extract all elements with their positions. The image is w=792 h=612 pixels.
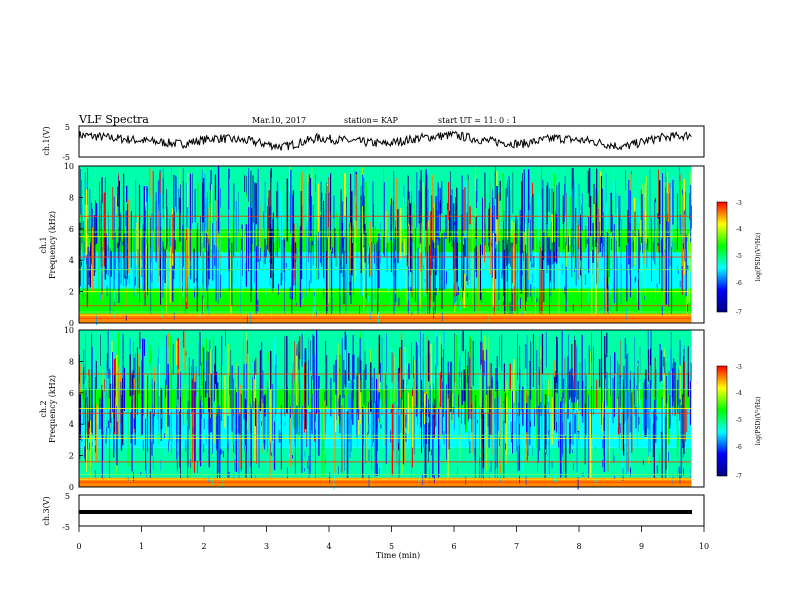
ch1-panel-frame — [78, 125, 705, 158]
ch2-spectrogram-frame — [78, 329, 705, 488]
ch2-spec-ytick-label: 6 — [69, 389, 74, 398]
ch2-spec-ylabel-freq: Frequency (kHz) — [48, 375, 57, 443]
ch1-spec-ytick-label: 10 — [64, 162, 74, 171]
x-tick-label: 9 — [639, 542, 644, 551]
spectral-band — [79, 447, 692, 478]
cb1-tick-4: -6 — [736, 280, 742, 287]
cb1-tick-2: -4 — [736, 226, 742, 233]
time-axis: 0 1 2 3 4 5 6 7 8 9 10 — [76, 526, 709, 551]
ch1-spec-ylabel: ch.1 — [39, 236, 48, 253]
ch1-waveform — [78, 130, 692, 151]
ch1-spec-ytick-label: 4 — [69, 256, 74, 265]
x-tick-label: 3 — [264, 542, 269, 551]
ch2-spec-ytick-label: 10 — [64, 326, 74, 335]
spectral-band — [79, 288, 692, 314]
ch1-spec-ytick-label: 2 — [69, 288, 74, 297]
ch1-ylabel: ch.1(V) — [42, 126, 51, 155]
ch3-ylabel: ch.3(V) — [42, 496, 51, 525]
ch3-ytick-top: 5 — [65, 492, 70, 501]
ch1-spectrogram — [79, 166, 692, 326]
ch1-trace — [78, 130, 692, 151]
cb1-tick-3: -5 — [736, 253, 742, 260]
ch2-spec-ytick-label: 0 — [69, 483, 74, 492]
ch2-spec-ytick-label: 8 — [69, 357, 74, 366]
ch1-spectrogram-frame — [78, 165, 705, 324]
x-tick-label: 0 — [76, 542, 81, 551]
cb2-tick-3: -5 — [736, 417, 742, 424]
date-label: Mar.10, 2017 — [252, 116, 306, 125]
station-label: station= KAP — [344, 116, 399, 125]
x-tick-label: 1 — [139, 542, 144, 551]
x-tick-label: 4 — [326, 542, 331, 551]
x-tick-label: 7 — [514, 542, 519, 551]
ch2-spec-ylabel: ch.2 — [39, 400, 48, 417]
ch2-spec-ytick-label: 4 — [69, 420, 74, 429]
colorbar-1: -3 -4 -5 -6 -7 log(PSD)(V²/Hz) — [716, 200, 762, 316]
spectral-band — [79, 166, 692, 229]
cb1-tick-top: -3 — [736, 200, 742, 207]
ch2-spec-ytick-label: 2 — [69, 452, 74, 461]
start-time-label: start UT = 11: 0 : 1 — [438, 116, 517, 125]
x-tick-label: 2 — [201, 542, 206, 551]
cb2-tick-2: -4 — [736, 390, 742, 397]
ch1-spec-yticks: 0 2 4 6 8 10 — [64, 162, 83, 328]
x-tick-label: 10 — [699, 542, 709, 551]
x-tick-label: 6 — [451, 542, 456, 551]
ch2-spectrogram — [78, 330, 692, 490]
ch1-ytick-top: 5 — [65, 123, 70, 132]
cb2-tick-bottom: -7 — [736, 473, 742, 480]
cb1-tick-bottom: -7 — [736, 309, 742, 316]
ch1-ytick-bottom: -5 — [62, 153, 70, 162]
ch1-spec-ytick-label: 8 — [69, 193, 74, 202]
cb1-label: log(PSD)(V²/Hz) — [755, 233, 762, 282]
ch1-spec-ytick-label: 6 — [69, 225, 74, 234]
ch1-spec-ylabel-freq: Frequency (kHz) — [48, 211, 57, 279]
cb2-label: log(PSD)(V²/Hz) — [755, 397, 762, 446]
x-axis-label: Time (min) — [376, 551, 420, 560]
x-tick-label: 8 — [576, 542, 581, 551]
cb2-tick-4: -6 — [736, 444, 742, 451]
ch3-ytick-bottom: -5 — [62, 523, 70, 532]
figure-title: VLF Spectra — [78, 113, 149, 126]
cb2-tick-top: -3 — [736, 364, 742, 371]
colorbar-2: -3 -4 -5 -6 -7 log(PSD)(V²/Hz) — [716, 364, 762, 480]
ch2-spec-yticks: 0 2 4 6 8 10 — [64, 326, 83, 492]
x-tick-label: 5 — [389, 542, 394, 551]
ch1-spec-ytick-label: 0 — [69, 319, 74, 328]
